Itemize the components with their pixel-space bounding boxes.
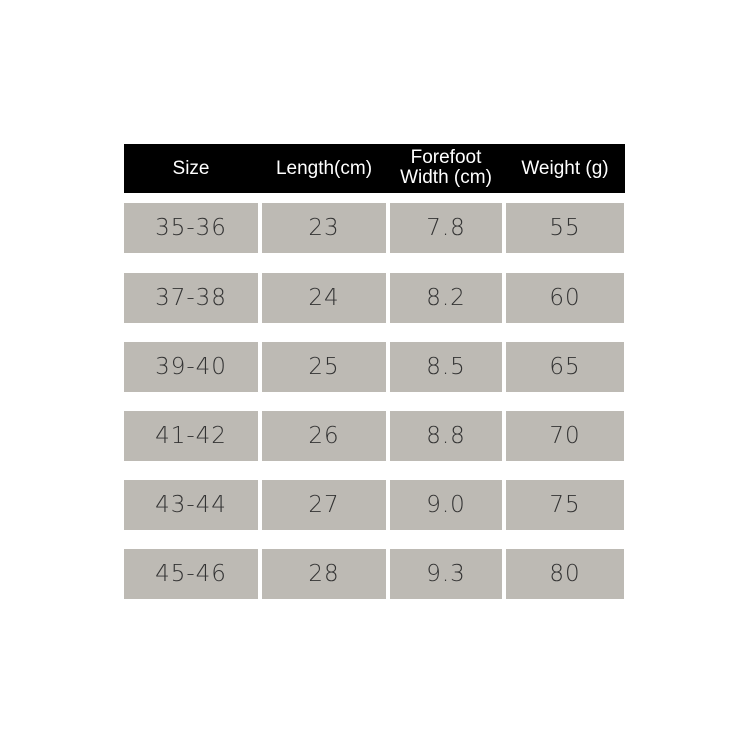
- table-cell: 65: [506, 342, 624, 392]
- table-cell: 9.0: [390, 480, 502, 530]
- header-cell: Forefoot Width (cm): [400, 147, 492, 188]
- table-cell: 75: [506, 480, 624, 530]
- table-cell: 55: [506, 203, 624, 253]
- table-cell: 39-40: [124, 342, 258, 392]
- table-cell: 25: [262, 342, 386, 392]
- table-cell: 23: [262, 203, 386, 253]
- table-cell: 8.5: [390, 342, 502, 392]
- table-cell: 9.3: [390, 549, 502, 599]
- table-cell: 41-42: [124, 411, 258, 461]
- table-cell: 37-38: [124, 273, 258, 323]
- table-cell: 24: [262, 273, 386, 323]
- table-cell: 8.2: [390, 273, 502, 323]
- table-cell: 45-46: [124, 549, 258, 599]
- table-cell: 26: [262, 411, 386, 461]
- table-cell: 7.8: [390, 203, 502, 253]
- table-cell: 70: [506, 411, 624, 461]
- header-cell: Size: [172, 157, 210, 179]
- header-cell: Length(cm): [275, 157, 373, 179]
- table-cell: 8.8: [390, 411, 502, 461]
- table-cell: 43-44: [124, 480, 258, 530]
- table-cell: 27: [262, 480, 386, 530]
- table-cell: 28: [262, 549, 386, 599]
- table-cell: 35-36: [124, 203, 258, 253]
- table-cell: 80: [506, 549, 624, 599]
- table-cell: 60: [506, 273, 624, 323]
- table-header: Size Length(cm) Forefoot Width (cm) Weight …: [124, 144, 625, 193]
- header-cell: Weight (g): [521, 157, 609, 179]
